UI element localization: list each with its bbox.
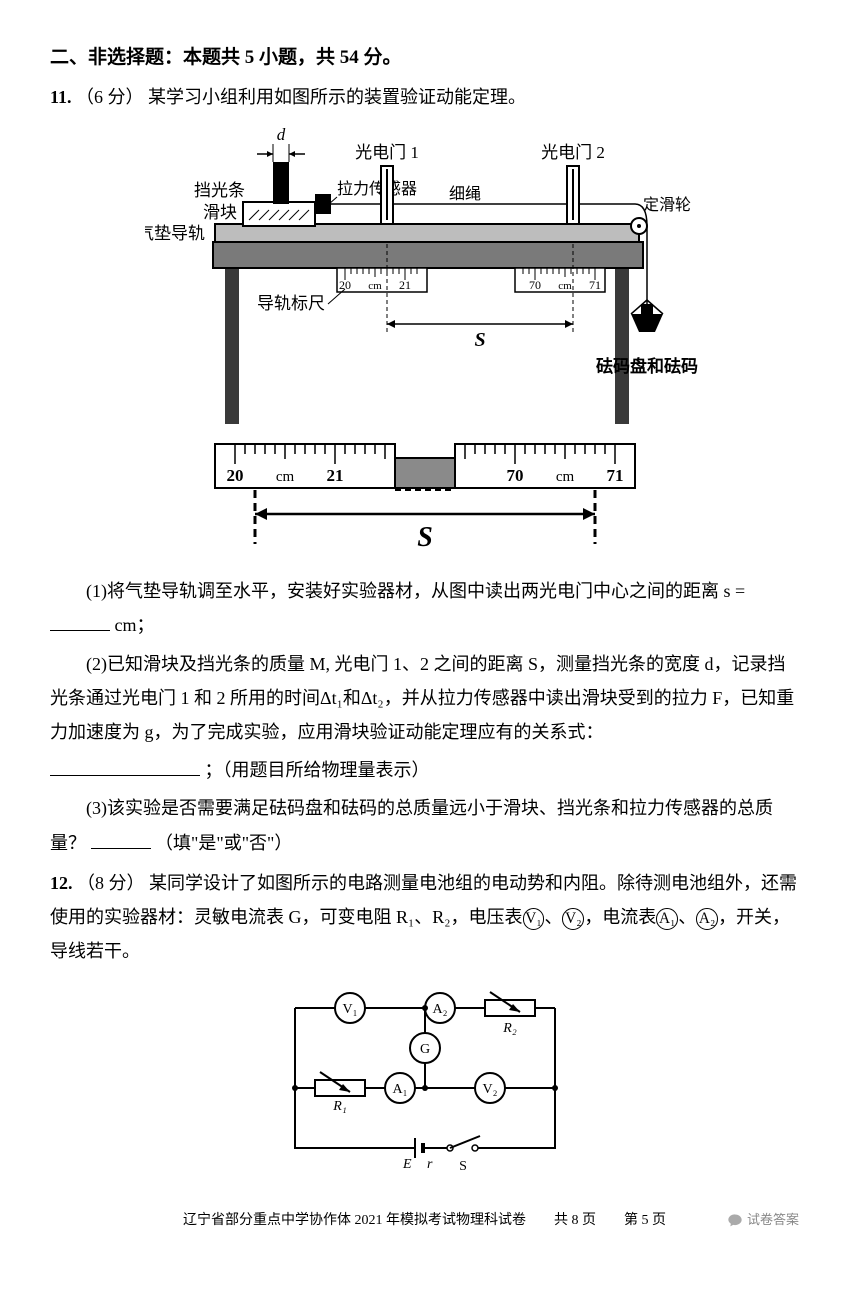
svg-text:拉力传感器: 拉力传感器 (337, 180, 417, 198)
svg-text:S: S (474, 329, 485, 351)
page-footer: 辽宁省部分重点中学协作体 2021 年模拟考试物理科试卷 共 8 页 第 5 页… (50, 1208, 799, 1235)
footer-text: 辽宁省部分重点中学协作体 2021 年模拟考试物理科试卷 共 8 页 第 5 页 (183, 1213, 666, 1228)
q11-sub3-suffix: （填"是"或"否"） (155, 833, 292, 853)
footer-right-text: 试卷答案 (747, 1208, 799, 1233)
q11-intro-text: 某学习小组利用如图所示的装置验证动能定理。 (148, 87, 526, 107)
svg-text:70: 70 (529, 278, 541, 292)
svg-text:20: 20 (226, 466, 243, 485)
q11-sub3: (3)该实验是否需要满足砝码盘和砝码的总质量远小于滑块、挡光条和拉力传感器的总质… (50, 791, 799, 859)
footer-right: 试卷答案 (727, 1208, 799, 1233)
q11-sub1: (1)将气垫导轨调至水平，安装好实验器材，从图中读出两光电门中心之间的距离 s … (50, 574, 799, 642)
svg-text:挡光条: 挡光条 (194, 181, 245, 200)
q11-sub1-text: (1)将气垫导轨调至水平，安装好实验器材，从图中读出两光电门中心之间的距离 s … (86, 581, 745, 601)
svg-text:cm: cm (558, 280, 572, 292)
svg-text:71: 71 (589, 278, 601, 292)
symbol-v1: V₁ (523, 908, 545, 930)
q11-sub2-suffix: ；（用题目所给物理量表示） (205, 760, 430, 780)
svg-text:G: G (419, 1042, 429, 1057)
svg-text:S: S (417, 522, 433, 553)
svg-text:A₂: A₂ (432, 1002, 447, 1017)
q11-sub3-blank (91, 826, 151, 849)
svg-text:21: 21 (326, 466, 343, 485)
svg-text:20: 20 (339, 278, 351, 292)
svg-text:光电门 1: 光电门 1 (355, 143, 419, 162)
q11-sub2-blank (50, 754, 200, 777)
q11-number: 11. (50, 87, 72, 107)
svg-text:21: 21 (399, 278, 411, 292)
svg-text:cm: cm (555, 469, 574, 485)
chat-icon (727, 1213, 743, 1229)
svg-text:定滑轮: 定滑轮 (643, 196, 691, 214)
svg-text:r: r (427, 1157, 433, 1172)
q11-sub1-blank (50, 609, 110, 632)
q11-sub2-text: (2)已知滑块及挡光条的质量 M, 光电门 1、2 之间的距离 S，测量挡光条的… (50, 654, 794, 742)
svg-text:71: 71 (606, 466, 623, 485)
svg-text:V₂: V₂ (482, 1082, 497, 1097)
q11-figure-apparatus: 气垫导轨 滑块 挡光条 d 拉力传感器 细绳 光电门 1 光电门 2 定滑轮 砝… (50, 124, 799, 424)
svg-text:R₂: R₂ (502, 1021, 517, 1036)
svg-text:滑块: 滑块 (203, 203, 237, 222)
svg-text:砝码盘和砝码: 砝码盘和砝码 (596, 356, 698, 376)
svg-text:R₁: R₁ (332, 1099, 346, 1114)
svg-text:光电门 2: 光电门 2 (541, 143, 605, 162)
q12-c1: 、 (544, 907, 562, 927)
svg-text:气垫导轨: 气垫导轨 (145, 224, 205, 243)
svg-text:V₁: V₁ (342, 1002, 357, 1017)
q11-sub2: (2)已知滑块及挡光条的质量 M, 光电门 1、2 之间的距离 S，测量挡光条的… (50, 647, 799, 750)
q12-intro: 12. （8 分） 某同学设计了如图所示的电路测量电池组的电动势和内阻。除待测电… (50, 866, 799, 969)
q12-c2: 、 (678, 907, 696, 927)
svg-text:导轨标尺: 导轨标尺 (257, 294, 325, 313)
svg-text:cm: cm (368, 280, 382, 292)
symbol-v2: V₂ (562, 908, 584, 930)
q12-number: 12. (50, 873, 73, 893)
svg-text:E: E (402, 1157, 412, 1172)
q12-circuit: V₁ A₂ G A₁ V₂ R₁ R₂ E r S (50, 978, 799, 1178)
svg-text:70: 70 (506, 466, 523, 485)
symbol-a2: A₂ (696, 908, 718, 930)
symbol-a1: A₁ (656, 908, 678, 930)
q11-sub1-unit: cm； (115, 615, 155, 635)
q11-figure-ruler: 20 cm 21 70 cm 71 S (50, 434, 799, 564)
q11-intro: 11. （6 分） 某学习小组利用如图所示的装置验证动能定理。 (50, 80, 799, 114)
q12-points: （8 分） (77, 873, 145, 893)
section-heading: 二、非选择题：本题共 5 小题，共 54 分。 (50, 40, 799, 76)
q11-points: （6 分） (76, 87, 144, 107)
svg-text:A₁: A₁ (392, 1082, 407, 1097)
svg-text:d: d (276, 125, 285, 144)
svg-text:cm: cm (275, 469, 294, 485)
q11-sub2-answer-line: ；（用题目所给物理量表示） (50, 753, 799, 787)
svg-text:S: S (459, 1159, 467, 1174)
svg-text:细绳: 细绳 (448, 185, 480, 203)
q12-intro-b: ，电流表 (584, 907, 656, 927)
